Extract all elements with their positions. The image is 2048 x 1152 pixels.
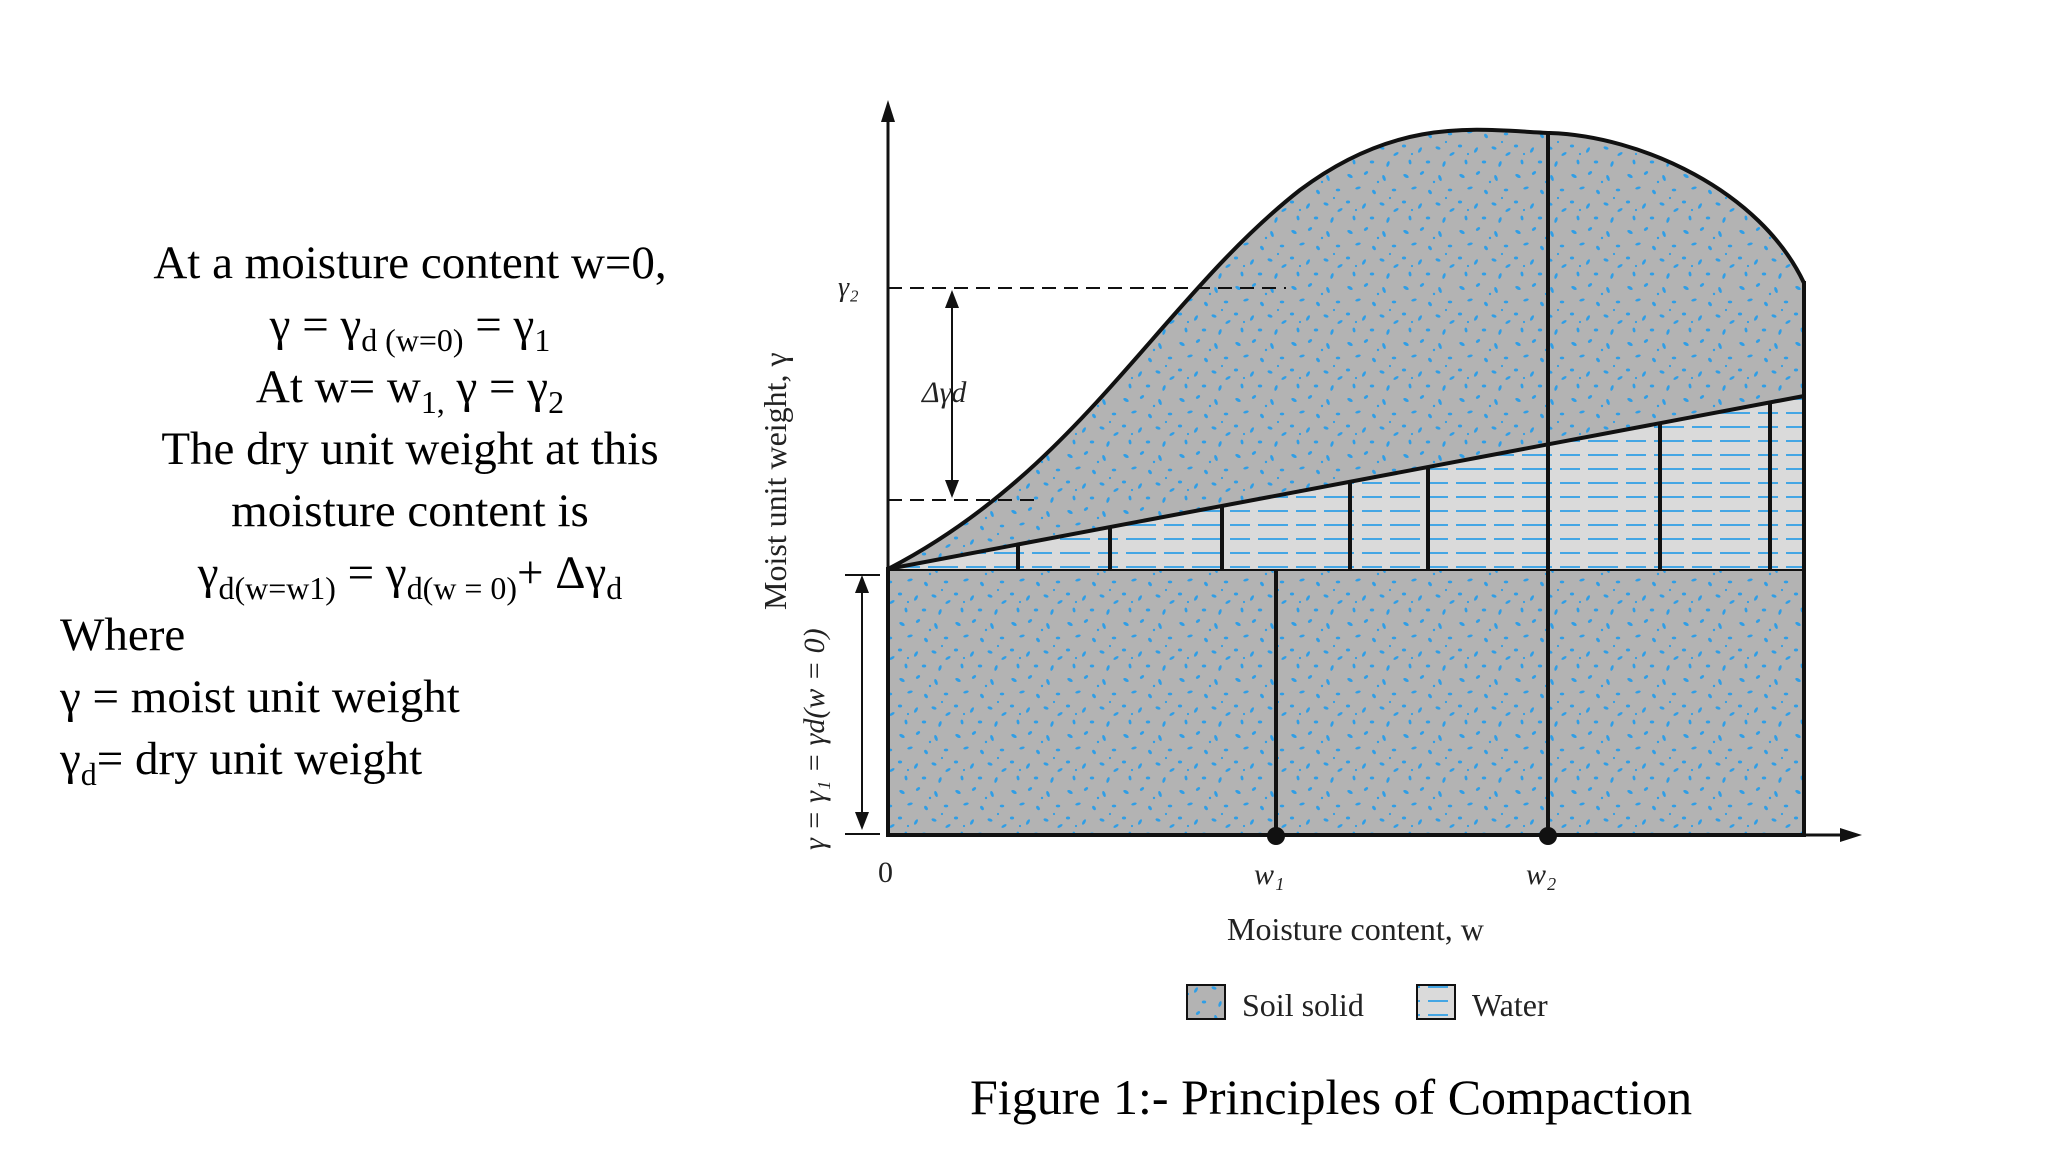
dry-weight-line bbox=[887, 394, 1805, 571]
gamma1-arrow-down-icon bbox=[855, 812, 869, 830]
origin-label: 0 bbox=[878, 856, 893, 889]
legend-soil-label: Soil solid bbox=[1242, 987, 1364, 1023]
gamma2-label: γ₂ bbox=[838, 272, 859, 303]
delta-arrow-down-icon bbox=[945, 480, 959, 498]
definition-moist: γ = moist unit weight bbox=[60, 671, 460, 724]
legend-water-label: Water bbox=[1472, 987, 1548, 1023]
text-line-1: At a moisture content w=0, bbox=[153, 237, 667, 289]
explanation-text: At a moisture content w=0, γ = γd (w=0) … bbox=[60, 232, 780, 793]
legend: Soil solid Water bbox=[1186, 984, 1548, 1023]
w2-label: w₂ bbox=[1526, 858, 1556, 891]
moist-unit-weight-curve bbox=[887, 127, 1806, 571]
y-axis-left-label: γ = γ₁ = γd(w = 0) bbox=[798, 628, 831, 850]
definition-dry: γd= dry unit weight bbox=[60, 733, 423, 793]
y-axis-label: Moist unit weight, γ bbox=[757, 352, 793, 610]
delta-gamma-label: Δγd bbox=[921, 376, 967, 409]
where-label: Where bbox=[60, 609, 186, 662]
text-line-3: At w= w1, γ = γ2 bbox=[255, 361, 565, 421]
y-axis-arrowhead bbox=[881, 100, 895, 122]
legend-soil-swatch bbox=[1186, 984, 1226, 1020]
text-line-6: γd(w=w1) = γd(w = 0)+ Δγd bbox=[197, 547, 623, 607]
w1-marker bbox=[1267, 827, 1285, 845]
legend-water-swatch bbox=[1416, 984, 1456, 1020]
soil-curve-region bbox=[888, 129, 1804, 570]
x-axis-arrowhead bbox=[1840, 828, 1862, 842]
gamma1-arrow-up-icon bbox=[855, 575, 869, 593]
text-line-4: The dry unit weight at this bbox=[161, 423, 659, 476]
text-line-5: moisture content is bbox=[231, 485, 589, 538]
water-dividers bbox=[1016, 402, 1772, 569]
text-line-2: γ = γd (w=0) = γ1 bbox=[269, 299, 551, 359]
x-axis-label: Moisture content, w bbox=[1227, 911, 1484, 947]
delta-arrow-up-icon bbox=[945, 290, 959, 308]
w2-marker bbox=[1539, 827, 1557, 845]
w1-label: w₁ bbox=[1254, 858, 1284, 891]
figure-caption: Figure 1:- Principles of Compaction bbox=[970, 1069, 1693, 1125]
soil-solid-block bbox=[886, 567, 1806, 837]
